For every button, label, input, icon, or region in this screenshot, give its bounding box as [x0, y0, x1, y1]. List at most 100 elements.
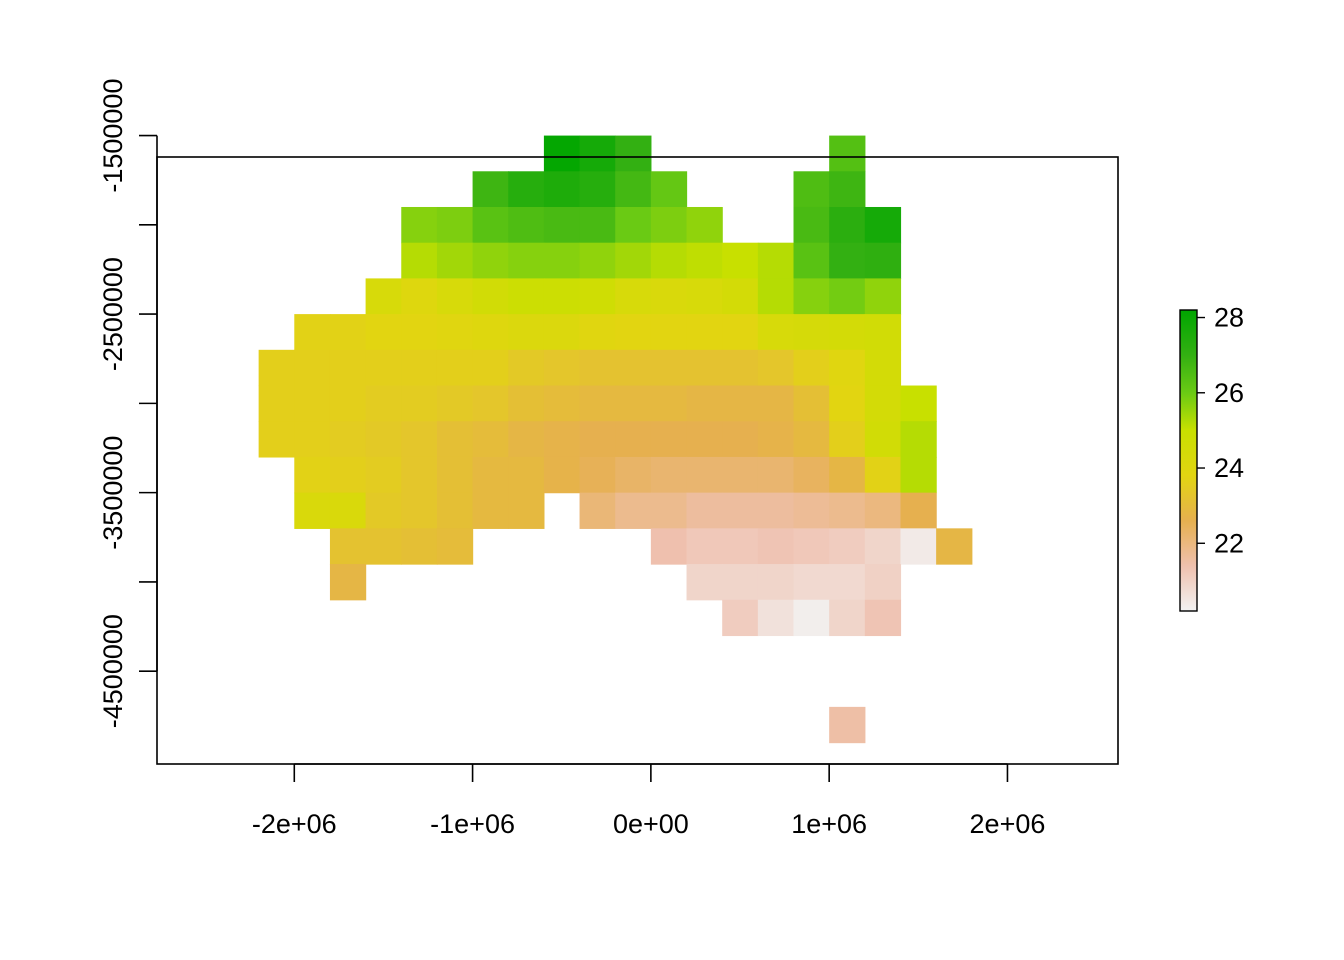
raster-cell — [829, 206, 866, 244]
raster-cell — [294, 456, 331, 494]
raster-cell — [294, 421, 331, 458]
raster-cell — [543, 349, 581, 387]
raster-cell — [329, 492, 367, 529]
raster-cell — [401, 349, 438, 387]
colorbar-tick-label: 26 — [1214, 378, 1244, 408]
raster-cell — [436, 528, 474, 565]
raster-cell — [436, 349, 474, 387]
raster-cell — [365, 349, 402, 387]
raster-cell — [472, 171, 509, 208]
raster-cell — [579, 278, 616, 315]
raster-cell — [543, 421, 581, 458]
raster-cell — [472, 492, 509, 529]
colorbar-tick-label: 24 — [1214, 453, 1244, 483]
raster-cell — [686, 278, 723, 315]
raster-cell — [543, 135, 581, 172]
raster-cell — [650, 421, 688, 458]
raster-cell — [757, 492, 795, 529]
raster-cell — [401, 278, 438, 315]
x-tick-label: -1e+06 — [430, 809, 515, 839]
raster-cell — [722, 278, 759, 315]
raster-cell — [650, 242, 688, 279]
raster-cell — [436, 385, 474, 422]
raster-cell — [650, 528, 688, 565]
raster-cell — [864, 385, 902, 422]
raster-cell — [757, 421, 795, 458]
y-tick-label: -2500000 — [98, 257, 128, 371]
raster-cell — [401, 456, 438, 494]
raster-cell — [543, 385, 581, 422]
raster-cell — [722, 492, 759, 529]
raster-cell — [722, 421, 759, 458]
raster-cell — [579, 242, 616, 279]
raster-cell — [401, 206, 438, 244]
raster-cell — [900, 385, 937, 422]
raster-cell — [508, 171, 545, 208]
raster-cell — [436, 242, 474, 279]
raster-cell — [436, 278, 474, 315]
raster-cell — [757, 242, 795, 279]
raster-cell — [543, 242, 581, 279]
raster-cell — [436, 421, 474, 458]
y-tick-label: -4500000 — [98, 614, 128, 728]
raster-cell — [472, 206, 509, 244]
raster-cell — [615, 421, 652, 458]
raster-cell — [329, 421, 367, 458]
raster-cell — [472, 314, 509, 351]
raster-cell — [864, 492, 902, 529]
raster-cell — [722, 242, 759, 279]
raster-cell — [615, 349, 652, 387]
raster-cell — [650, 492, 688, 529]
raster-cell — [508, 242, 545, 279]
y-tick-label: -3500000 — [98, 436, 128, 550]
raster-cell — [579, 421, 616, 458]
raster-cell — [722, 528, 759, 565]
raster-cell — [329, 385, 367, 422]
raster-cell — [365, 456, 402, 494]
raster-cell — [365, 528, 402, 565]
colorbar-legend: 22 24 26 28 — [1179, 303, 1244, 612]
raster-cell — [579, 456, 616, 494]
raster-cell — [864, 278, 902, 315]
raster-cell — [757, 564, 795, 601]
raster-cell — [615, 206, 652, 244]
raster-cell — [793, 528, 830, 565]
raster-cell — [864, 206, 902, 244]
raster-cell — [722, 456, 759, 494]
raster-cell — [793, 314, 830, 351]
raster-cell — [579, 349, 616, 387]
raster-cell — [829, 385, 866, 422]
raster-cell — [829, 492, 866, 529]
raster-cell — [615, 314, 652, 351]
raster-cell — [436, 456, 474, 494]
raster-cell — [757, 314, 795, 351]
raster-cell — [829, 599, 866, 637]
raster-cell — [401, 242, 438, 279]
colorbar-tick-label: 22 — [1214, 528, 1244, 558]
raster-cell — [829, 528, 866, 565]
raster-cell — [472, 349, 509, 387]
raster-cell — [793, 385, 830, 422]
raster-cell — [722, 314, 759, 351]
raster-cell — [793, 242, 830, 279]
raster-cell — [829, 706, 866, 744]
raster-cell — [757, 278, 795, 315]
raster-cell — [900, 421, 937, 458]
raster-cell — [757, 599, 795, 637]
raster-cell — [686, 492, 723, 529]
colorbar-gradient — [1179, 309, 1198, 612]
raster-cell — [615, 135, 652, 172]
raster-cell — [579, 171, 616, 208]
raster-cell — [543, 314, 581, 351]
raster-cell — [757, 456, 795, 494]
raster-cell — [579, 385, 616, 422]
raster-cell — [365, 385, 402, 422]
raster-cell — [401, 421, 438, 458]
raster-cell — [472, 278, 509, 315]
raster-cell — [829, 314, 866, 351]
raster-cell — [793, 599, 830, 637]
y-tick-label: -1500000 — [98, 79, 128, 193]
raster-cell — [829, 421, 866, 458]
raster-cell — [793, 492, 830, 529]
raster-cell — [508, 385, 545, 422]
